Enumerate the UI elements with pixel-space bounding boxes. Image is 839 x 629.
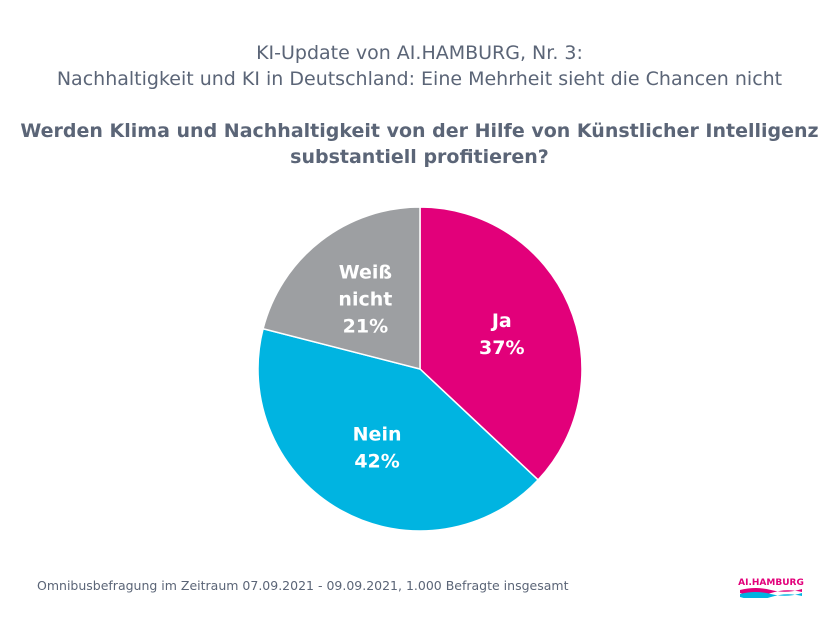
chart-question: Werden Klima und Nachhaltigkeit von der … [0,118,839,170]
pie-slice-ja [419,206,583,481]
slice-value-label: 37% [479,337,524,359]
question-line-2: substantiell profitieren? [290,146,549,168]
pie-slice-nein [257,327,540,532]
title-line-2: Nachhaltigkeit und KI in Deutschland: Ei… [56,68,783,90]
footer-note: Omnibusbefragung im Zeitraum 07.09.2021 … [37,578,569,593]
pie-slice-weiß-nicht [262,206,421,370]
slice-category-label: Nein [353,424,402,446]
title-line-1: KI-Update von AI.HAMBURG, Nr. 3: [256,42,583,64]
slice-category-label: Weiß [339,262,392,284]
ai-hamburg-logo: AI.HAMBURG [738,578,804,598]
question-line-1: Werden Klima und Nachhaltigkeit von der … [20,120,819,142]
slice-value-label: 21% [343,316,388,338]
slice-value-label: 42% [354,451,399,473]
chart-title: KI-Update von AI.HAMBURG, Nr. 3: Nachhal… [0,40,839,92]
slice-category-label: nicht [338,289,392,311]
slice-category-label: Ja [490,310,512,332]
svg-text:AI.HAMBURG: AI.HAMBURG [738,578,804,588]
